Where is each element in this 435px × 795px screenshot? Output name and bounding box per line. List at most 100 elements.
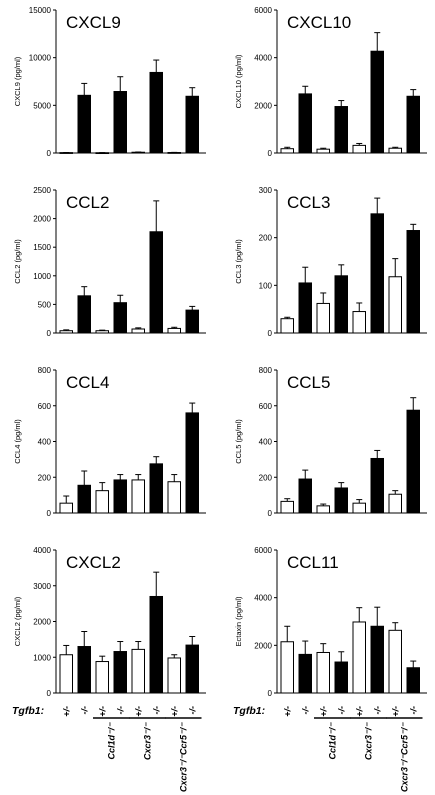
bar [352, 311, 366, 334]
bar [406, 409, 420, 514]
bar [185, 644, 199, 694]
group-genotype-label: Cxcr3⁻/⁻Ccr5⁻/⁻ [399, 722, 409, 792]
y-tick-label: 1500 [33, 243, 51, 252]
y-tick-label: 0 [268, 149, 273, 158]
bar [352, 621, 366, 694]
bar [298, 653, 312, 694]
bar [280, 148, 294, 154]
y-tick-label: 600 [259, 402, 273, 411]
bar [113, 302, 127, 334]
y-axis-label: CCL2 (pg/ml) [13, 239, 22, 284]
bar [334, 275, 348, 334]
y-tick-label: 0 [47, 149, 52, 158]
bar [113, 479, 127, 514]
bar [95, 661, 109, 694]
y-tick-label: 0 [47, 329, 52, 338]
bar [370, 625, 384, 694]
y-tick-label: 4000 [33, 546, 51, 555]
bar [59, 654, 73, 694]
y-tick-label: 400 [38, 438, 52, 447]
tgfb1-genotype-label: -/- [300, 706, 310, 715]
tgfb1-genotype-label: -/- [336, 706, 346, 715]
group-genotype-label: Cxcr3⁻/⁻ [363, 722, 373, 760]
bar [388, 629, 402, 694]
chart-title: CXCL2 [66, 553, 121, 572]
tgfb1-genotype-label: +/- [318, 706, 328, 717]
bar [149, 71, 163, 154]
bar [167, 481, 181, 514]
y-tick-label: 0 [47, 509, 52, 518]
bar [185, 309, 199, 334]
tgfb1-genotype-label: +/- [133, 706, 143, 717]
y-tick-label: 3000 [33, 582, 51, 591]
bar [370, 50, 384, 154]
tgfb1-row-label: Tgfb1: [233, 705, 265, 717]
bar [95, 490, 109, 514]
bar [280, 318, 294, 334]
y-tick-label: 200 [259, 473, 273, 482]
bar [298, 93, 312, 154]
y-tick-label: 4000 [254, 54, 272, 63]
bar [370, 213, 384, 334]
bar [334, 661, 348, 694]
tgfb1-genotype-label: +/- [354, 706, 364, 717]
bar [149, 595, 163, 694]
tgfb1-genotype-label: +/- [390, 706, 400, 717]
bar [370, 457, 384, 514]
y-tick-label: 100 [259, 281, 273, 290]
tgfb1-genotype-label: -/- [187, 706, 197, 715]
bar [149, 231, 163, 334]
y-tick-label: 600 [38, 402, 52, 411]
y-tick-label: 15000 [29, 6, 52, 15]
y-tick-label: 5000 [33, 101, 51, 110]
chart-panel: 0 5000 10000 15000 CXCL9 (pg/ml) CXCL9 [13, 6, 206, 158]
chart-panel: 0 500 1000 1500 2000 2500 CCL2 (pg/ml) CCL2 [13, 186, 206, 338]
bar [280, 641, 294, 694]
bar [113, 91, 127, 154]
y-axis-label: CXCL2 (pg/ml) [13, 596, 22, 646]
y-tick-label: 800 [259, 366, 273, 375]
bar [406, 667, 420, 694]
tgfb1-genotype-label: +/- [97, 706, 107, 717]
tgfb1-genotype-label: -/- [151, 706, 161, 715]
y-tick-label: 1000 [33, 272, 51, 281]
chart-panel: 0 2000 4000 6000 Ectaxin (pg/ml) CCL11 [234, 546, 427, 698]
bar [167, 657, 181, 694]
bar [298, 478, 312, 514]
y-axis-label: CXCL10 (pg/ml) [234, 54, 243, 108]
bar [77, 295, 91, 334]
tgfb1-row-label: Tgfb1: [12, 705, 44, 717]
y-axis-label: Ectaxin (pg/ml) [234, 596, 243, 647]
tgfb1-genotype-label: -/- [79, 706, 89, 715]
genotype-row: Tgfb1: +/- -/- +/- -/- +/- -/- +/- -/- Ccl1d⁻/⁻ Cx… [233, 705, 423, 792]
tgfb1-genotype-label: +/- [169, 706, 179, 717]
y-tick-label: 6000 [254, 546, 272, 555]
y-axis-label: CCL4 (pg/ml) [13, 419, 22, 464]
tgfb1-genotype-label: -/- [115, 706, 125, 715]
group-genotype-label: Ccl1d⁻/⁻ [327, 722, 337, 760]
tgfb1-genotype-label: +/- [61, 706, 71, 717]
y-tick-label: 0 [47, 689, 52, 698]
y-tick-label: 2000 [33, 618, 51, 627]
bar [131, 648, 145, 694]
chart-panel: 0 100 200 300 CCL3 (pg/ml) CCL3 [234, 186, 427, 338]
y-tick-label: 2500 [33, 186, 51, 195]
bar [298, 282, 312, 334]
bar [388, 147, 402, 154]
chart-panel: 0 200 400 600 800 CCL5 (pg/ml) CCL5 [234, 366, 427, 518]
chart-title: CCL4 [66, 373, 109, 392]
y-tick-label: 200 [38, 473, 52, 482]
y-tick-label: 10000 [29, 54, 52, 63]
group-genotype-label: Cxcr3⁻/⁻ [142, 722, 152, 760]
y-axis-label: CXCL9 (pg/ml) [13, 56, 22, 106]
bar [352, 144, 366, 154]
bar [280, 500, 294, 514]
chart-panel: 0 2000 4000 6000 CXCL10 (pg/ml) CXCL10 [234, 6, 427, 158]
bar [316, 148, 330, 154]
y-tick-label: 300 [259, 186, 273, 195]
group-genotype-label: Cxcr3⁻/⁻Ccr5⁻/⁻ [178, 722, 188, 792]
chart-panel: 0 1000 2000 3000 4000 CXCL2 (pg/ml) CXCL2 [13, 546, 206, 698]
y-tick-label: 6000 [254, 6, 272, 15]
bar [149, 463, 163, 514]
